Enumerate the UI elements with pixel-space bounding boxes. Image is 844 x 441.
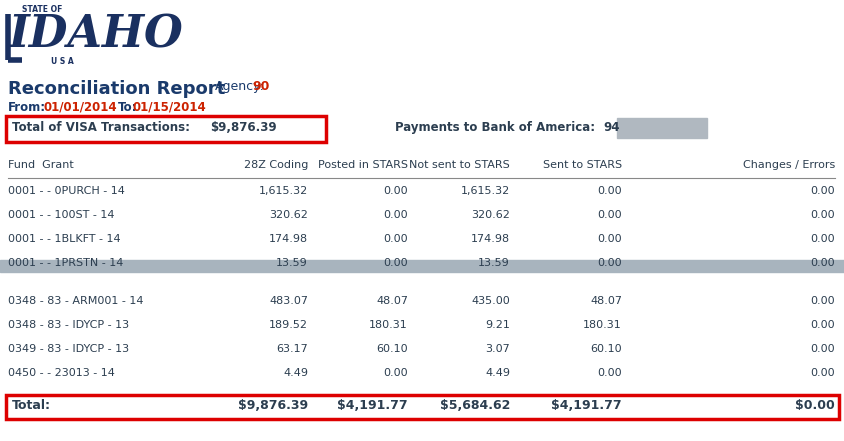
Text: 0.00: 0.00 [809,320,834,330]
Text: 0348 - 83 - IDYCP - 13: 0348 - 83 - IDYCP - 13 [8,320,129,330]
Text: From:: From: [8,101,46,114]
Text: 174.98: 174.98 [268,234,307,244]
Text: 94: 94 [603,121,619,134]
Text: 0.00: 0.00 [809,186,834,196]
Text: 13.59: 13.59 [276,258,307,268]
Text: 3.07: 3.07 [484,344,510,354]
Text: Not sent to STARS: Not sent to STARS [408,160,510,170]
Text: 483.07: 483.07 [268,296,307,306]
Text: 320.62: 320.62 [471,210,510,220]
Text: 0.00: 0.00 [809,210,834,220]
Text: 0348 - 83 - ARM001 - 14: 0348 - 83 - ARM001 - 14 [8,296,143,306]
Text: IDAHO: IDAHO [8,13,182,56]
Text: 0001 - - 1PRSTN - 14: 0001 - - 1PRSTN - 14 [8,258,123,268]
Text: 9.21: 9.21 [484,320,510,330]
Text: 28Z Coding: 28Z Coding [243,160,307,170]
Text: 0.00: 0.00 [383,210,408,220]
Text: 0450 - - 23013 - 14: 0450 - - 23013 - 14 [8,368,115,378]
Text: $9,876.39: $9,876.39 [210,121,276,134]
Text: Sent to STARS: Sent to STARS [542,160,621,170]
Bar [0,260,844,272]
Text: 0.00: 0.00 [809,258,834,268]
Text: 0.00: 0.00 [809,344,834,354]
Text: 1,615.32: 1,615.32 [258,186,307,196]
Text: Posted in STARS: Posted in STARS [317,160,408,170]
Text: 48.07: 48.07 [376,296,408,306]
Text: 4.49: 4.49 [484,368,510,378]
Text: $4,191.77: $4,191.77 [551,399,621,412]
Text: 4.49: 4.49 [283,368,307,378]
Text: 48.07: 48.07 [589,296,621,306]
Text: $9,876.39: $9,876.39 [238,399,307,412]
Text: 01/15/2014: 01/15/2014 [133,101,207,114]
Text: 0.00: 0.00 [383,368,408,378]
Text: 320.62: 320.62 [268,210,307,220]
Text: $0.00: $0.00 [794,399,834,412]
Text: 1,615.32: 1,615.32 [460,186,510,196]
Text: Reconciliation Report: Reconciliation Report [8,80,225,98]
Text: 0.00: 0.00 [383,186,408,196]
FancyBboxPatch shape [6,395,838,419]
Text: 0349 - 83 - IDYCP - 13: 0349 - 83 - IDYCP - 13 [8,344,129,354]
Text: 01/01/2014: 01/01/2014 [44,101,117,114]
Text: 0.00: 0.00 [809,234,834,244]
Text: 0001 - - 1BLKFT - 14: 0001 - - 1BLKFT - 14 [8,234,121,244]
Text: 0.00: 0.00 [597,368,621,378]
FancyBboxPatch shape [6,116,326,142]
Text: 189.52: 189.52 [268,320,307,330]
Text: 63.17: 63.17 [276,344,307,354]
Text: 0.00: 0.00 [809,296,834,306]
Text: Fund  Grant: Fund Grant [8,160,73,170]
Text: $4,191.77: $4,191.77 [337,399,408,412]
Text: 0.00: 0.00 [597,234,621,244]
Text: $5,684.62: $5,684.62 [439,399,510,412]
Text: 13.59: 13.59 [478,258,510,268]
Text: U S A: U S A [51,57,73,66]
Text: 435.00: 435.00 [471,296,510,306]
Text: 60.10: 60.10 [590,344,621,354]
Text: Total of VISA Transactions:: Total of VISA Transactions: [12,121,190,134]
Text: Agency:: Agency: [214,80,264,93]
Text: STATE OF: STATE OF [22,5,62,14]
Text: 0001 - - 0PURCH - 14: 0001 - - 0PURCH - 14 [8,186,125,196]
Text: Changes / Errors: Changes / Errors [742,160,834,170]
Text: Total:: Total: [12,399,51,412]
Text: 174.98: 174.98 [470,234,510,244]
Text: 0.00: 0.00 [597,186,621,196]
Text: 0.00: 0.00 [383,234,408,244]
Text: 0.00: 0.00 [383,258,408,268]
Text: 60.10: 60.10 [376,344,408,354]
Text: Payments to Bank of America:: Payments to Bank of America: [394,121,594,134]
Text: 0.00: 0.00 [809,368,834,378]
Text: 0.00: 0.00 [597,210,621,220]
Text: 90: 90 [252,80,269,93]
Text: 0.00: 0.00 [597,258,621,268]
Text: 180.31: 180.31 [582,320,621,330]
Text: 0001 - - 100ST - 14: 0001 - - 100ST - 14 [8,210,115,220]
Text: 180.31: 180.31 [369,320,408,330]
Bar [616,118,706,138]
Text: To:: To: [118,101,138,114]
